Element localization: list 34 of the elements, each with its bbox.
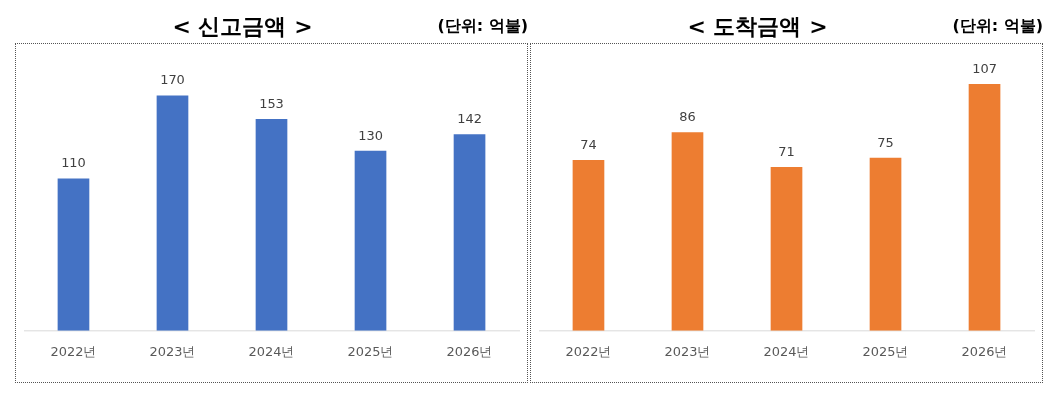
bar — [968, 83, 1001, 331]
chart-title: < 신고금액 > — [172, 14, 313, 39]
chart-title: < 도착금액 > — [687, 14, 828, 39]
data-label: 130 — [358, 127, 383, 143]
x-tick-label: 2025년 — [862, 343, 909, 359]
x-tick-label: 2022년 — [50, 343, 97, 359]
data-label: 71 — [778, 143, 795, 159]
x-tick-label: 2024년 — [248, 343, 295, 359]
data-label: 153 — [259, 95, 284, 111]
data-label: 142 — [457, 111, 482, 127]
data-label: 170 — [160, 72, 185, 88]
x-tick-label: 2023년 — [149, 343, 196, 359]
text: (단위: 억불) — [437, 16, 528, 37]
x-tick-label: 2026년 — [446, 343, 493, 359]
bar — [156, 95, 189, 331]
x-tick-label: 2026년 — [961, 343, 1008, 359]
bar — [57, 178, 90, 331]
x-tick-label: 2022년 — [565, 343, 612, 359]
data-label: 74 — [580, 136, 597, 152]
x-tick-label: 2025년 — [347, 343, 394, 359]
bar — [572, 160, 605, 331]
text: (단위: 억불) — [952, 16, 1043, 37]
data-label: 75 — [877, 134, 894, 150]
bar — [770, 166, 803, 331]
data-label: 110 — [61, 155, 86, 171]
data-label: 86 — [679, 109, 696, 125]
data-label: 107 — [972, 60, 997, 76]
bar — [869, 157, 902, 331]
bar — [671, 132, 704, 331]
x-tick-label: 2023년 — [664, 343, 711, 359]
bar — [255, 118, 288, 331]
bar — [354, 150, 387, 331]
x-tick-label: 2024년 — [763, 343, 810, 359]
bar — [453, 134, 486, 331]
